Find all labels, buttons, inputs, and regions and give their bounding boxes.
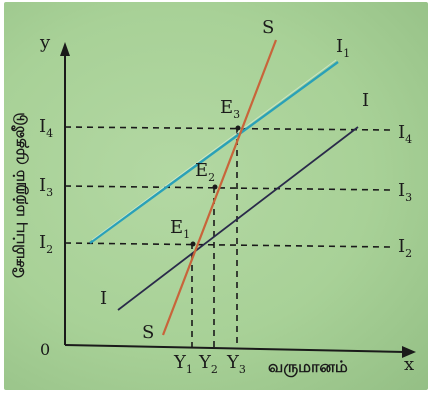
y-axis-arrow: [60, 42, 70, 56]
y-tick-I2: I2: [39, 232, 53, 256]
investment-line-I1: [89, 61, 339, 244]
point-E2: [212, 184, 218, 190]
x-tick-Y3: Y3: [226, 352, 246, 376]
x-axis-title: வருமானம்: [268, 357, 348, 377]
label-I-right: I: [362, 90, 369, 111]
right-label-I4: I4: [398, 122, 412, 146]
x-tick-Y2: Y2: [198, 352, 218, 376]
right-label-I3: I3: [398, 180, 412, 204]
y-tick-I3: I3: [39, 175, 53, 199]
x-axis-arrow: [402, 346, 416, 358]
label-S-bottom: S: [142, 322, 154, 343]
y-axis-title: சேமிப்பு மற்றும் முதலீடு: [10, 112, 29, 278]
x-axis: [64, 344, 406, 353]
point-E3: [235, 125, 241, 131]
point-E1: [190, 241, 196, 247]
investment-line-I: [117, 126, 359, 311]
right-label-I2: I2: [398, 236, 412, 260]
label-I1: I1: [336, 36, 350, 60]
investment-line-I1-shadow: [91, 59, 337, 241]
x-tick-Y1: Y1: [173, 352, 193, 376]
label-E1: E1: [170, 217, 190, 241]
label-S-top: S: [262, 17, 274, 38]
origin-label: 0: [40, 340, 50, 359]
dashed-I3: [64, 185, 391, 191]
saving-line-S: [161, 39, 278, 336]
label-E3: E3: [220, 97, 240, 121]
y-tick-I4: I4: [39, 116, 53, 140]
label-E2: E2: [195, 160, 215, 184]
x-axis-label: x: [404, 354, 414, 375]
dashed-I2: [64, 242, 391, 248]
y-axis-label: y: [39, 32, 51, 53]
label-I-left: I: [100, 288, 107, 309]
dashed-I4: [64, 126, 391, 131]
